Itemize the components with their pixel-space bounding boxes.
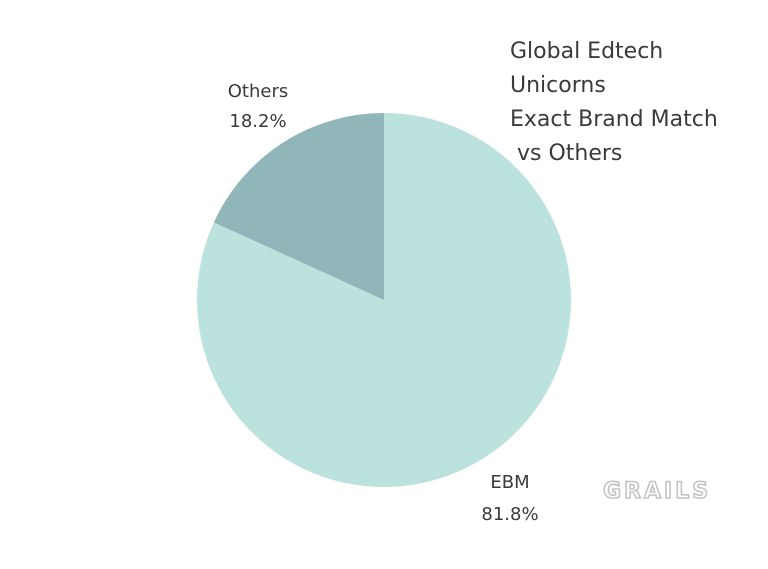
pie-slice-others — [213, 113, 384, 300]
slice-label-others-name: Others — [228, 81, 289, 102]
pie-slices — [197, 113, 571, 488]
slice-label-others: Others 18.2% — [228, 81, 289, 132]
slice-label-others-value: 18.2% — [229, 111, 286, 132]
pie-slice-ebm — [197, 113, 571, 488]
slice-label-ebm-name: EBM — [490, 472, 529, 493]
slice-label-ebm-value: 81.8% — [481, 504, 538, 525]
slice-label-ebm: EBM 81.8% — [481, 472, 538, 525]
chart-title-line-1: Global Edtech — [510, 39, 663, 64]
chart-title-line-2: Unicorns — [510, 73, 606, 98]
grails-watermark-logo: GRAILS — [603, 479, 711, 504]
chart-title-line-3: Exact Brand Match — [510, 107, 718, 132]
chart-title: Global Edtech Unicorns Exact Brand Match… — [510, 39, 718, 166]
chart-title-line-4: vs Others — [510, 141, 622, 166]
